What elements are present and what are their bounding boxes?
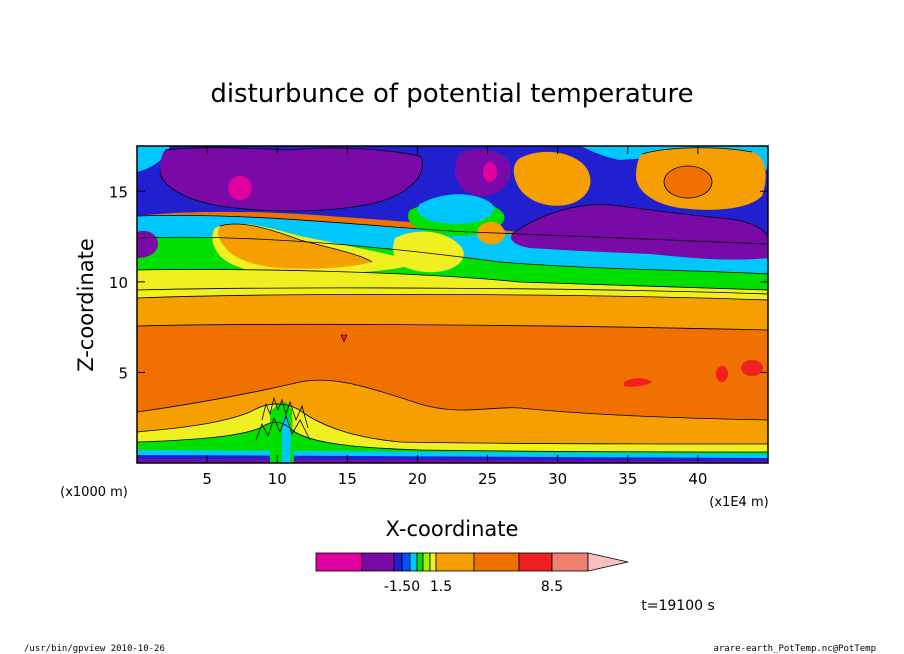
field-yellow-patch-center — [393, 231, 464, 273]
field-cyan-patch-center — [417, 194, 494, 224]
footer-left: /usr/bin/gpview 2010-10-26 — [24, 644, 165, 654]
field-magenta-spot-center — [483, 162, 497, 182]
field-orange-core-upper-right — [664, 166, 712, 198]
colorbar-swatch — [315, 552, 363, 572]
field-small-marker — [340, 334, 348, 343]
x-tick-label: 40 — [688, 470, 707, 488]
x-scale-note: (x1E4 m) — [709, 495, 768, 510]
field-top-cyan-left — [137, 146, 170, 172]
field-purple-blob-left — [160, 147, 423, 211]
colorbar: -1.50 1.5 8.5 — [315, 552, 629, 595]
x-tick-label: 20 — [408, 470, 427, 488]
colorbar-swatch — [416, 552, 424, 572]
x-axis: 5 10 15 20 25 30 35 40 — [202, 146, 707, 488]
colorbar-swatch — [551, 552, 589, 572]
x-tick-label: 35 — [618, 470, 637, 488]
colorbar-label: -1.50 — [384, 579, 420, 595]
field-red-spot-3 — [741, 360, 763, 376]
colorbar-swatch — [409, 552, 418, 572]
colorbar-swatch — [361, 552, 395, 572]
field-magenta-spot-left — [228, 176, 252, 200]
x-tick-label: 5 — [202, 470, 212, 488]
field-orange-core-upper-right-2 — [726, 166, 750, 194]
colorbar-swatch — [473, 552, 520, 572]
field-purple-blob-center — [454, 149, 511, 196]
y-tick-label: 15 — [109, 183, 128, 201]
colorbar-swatch — [401, 552, 411, 572]
field-red-spot-1 — [624, 378, 652, 387]
time-label: t=19100 s — [641, 598, 715, 614]
colorbar-extend-arrow — [587, 552, 629, 572]
colorbar-swatch — [393, 552, 403, 572]
x-tick-label: 15 — [338, 470, 357, 488]
field-band-yellow-mid — [137, 269, 768, 300]
chart-title: disturbunce of potential temperature — [210, 79, 693, 109]
contour-lines — [137, 147, 768, 453]
colorbar-swatch — [518, 552, 553, 572]
field-red-spot-2 — [716, 366, 728, 382]
field-band-lightorange-upper — [137, 292, 768, 330]
y-axis: 5 10 15 — [109, 183, 768, 382]
x-tick-label: 25 — [478, 470, 497, 488]
field-purple-blob-right — [510, 204, 768, 260]
x-tick-label: 10 — [268, 470, 287, 488]
y-axis-label: Z-coordinate — [74, 238, 98, 372]
plot-area — [137, 146, 768, 463]
y-tick-label: 10 — [109, 274, 128, 292]
footer-right: arare-earth_PotTemp.nc@PotTemp — [713, 644, 876, 654]
colorbar-swatch — [435, 552, 475, 572]
plot-frame — [136, 145, 769, 464]
x-tick-label: 30 — [548, 470, 567, 488]
y-tick-label: 5 — [118, 364, 128, 382]
field-surface-purple — [137, 459, 768, 463]
colorbar-label: 8.5 — [541, 579, 563, 595]
field-orange-pool-upper-center — [513, 151, 591, 206]
colorbar-swatch — [422, 552, 431, 572]
colorbar-label: 1.5 — [430, 579, 452, 595]
x-axis-label: X-coordinate — [386, 517, 519, 541]
field-orange-tongue — [217, 223, 372, 269]
colorbar-swatch — [429, 552, 437, 572]
x-unit-label: (x1000 m) — [60, 485, 128, 500]
field-wave-cyan-column — [282, 416, 291, 463]
